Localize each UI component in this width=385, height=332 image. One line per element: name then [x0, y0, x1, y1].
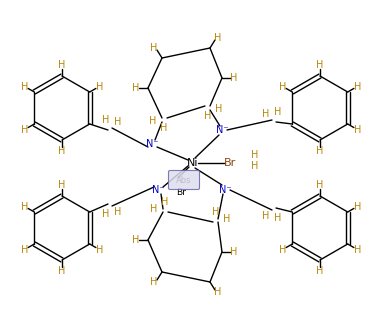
Text: H: H	[21, 124, 28, 134]
Text: H: H	[279, 81, 286, 92]
Text: H: H	[262, 109, 269, 119]
Text: H: H	[251, 161, 259, 171]
Text: H: H	[353, 81, 361, 92]
Text: N⁻: N⁻	[146, 139, 158, 149]
Text: H: H	[150, 277, 158, 287]
Text: H: H	[150, 43, 158, 53]
Text: Abs: Abs	[176, 176, 192, 185]
Text: H: H	[251, 150, 259, 160]
Text: H: H	[262, 211, 269, 221]
Text: H: H	[132, 235, 140, 245]
Text: H: H	[274, 213, 282, 223]
FancyBboxPatch shape	[169, 171, 199, 190]
Text: Br: Br	[176, 188, 186, 197]
Text: H: H	[214, 33, 222, 43]
Text: H: H	[215, 104, 223, 114]
Text: H: H	[214, 287, 222, 297]
Text: N⁻: N⁻	[219, 185, 231, 195]
Text: H: H	[204, 111, 212, 121]
Text: H: H	[58, 60, 66, 70]
Text: H: H	[274, 107, 282, 117]
Text: H: H	[230, 73, 238, 83]
Text: H: H	[58, 180, 66, 190]
Text: H: H	[316, 266, 324, 276]
Text: N⁻: N⁻	[216, 125, 228, 135]
Text: H: H	[223, 214, 231, 224]
Text: Ni: Ni	[187, 158, 199, 168]
Text: N⁻: N⁻	[152, 185, 164, 195]
Text: H: H	[95, 244, 103, 255]
Text: H: H	[160, 123, 168, 133]
Text: H: H	[353, 124, 361, 134]
Text: H: H	[114, 117, 122, 127]
Text: H: H	[114, 207, 122, 217]
Text: H: H	[21, 81, 28, 92]
Text: Br: Br	[224, 158, 236, 168]
Text: H: H	[230, 247, 238, 257]
Text: H: H	[21, 244, 28, 255]
Text: H: H	[132, 83, 140, 93]
Text: H: H	[353, 202, 361, 211]
Text: H: H	[102, 115, 110, 125]
Text: H: H	[279, 244, 286, 255]
Text: H: H	[95, 81, 103, 92]
Text: H: H	[58, 146, 66, 156]
Text: H: H	[149, 116, 157, 126]
Text: H: H	[161, 197, 169, 207]
Text: H: H	[102, 209, 110, 219]
Text: H: H	[58, 266, 66, 276]
Text: H: H	[316, 146, 324, 156]
Text: H: H	[212, 207, 220, 217]
Text: H: H	[316, 60, 324, 70]
Text: H: H	[21, 202, 28, 211]
Text: H: H	[353, 244, 361, 255]
Text: H: H	[316, 180, 324, 190]
Text: H: H	[150, 204, 158, 214]
